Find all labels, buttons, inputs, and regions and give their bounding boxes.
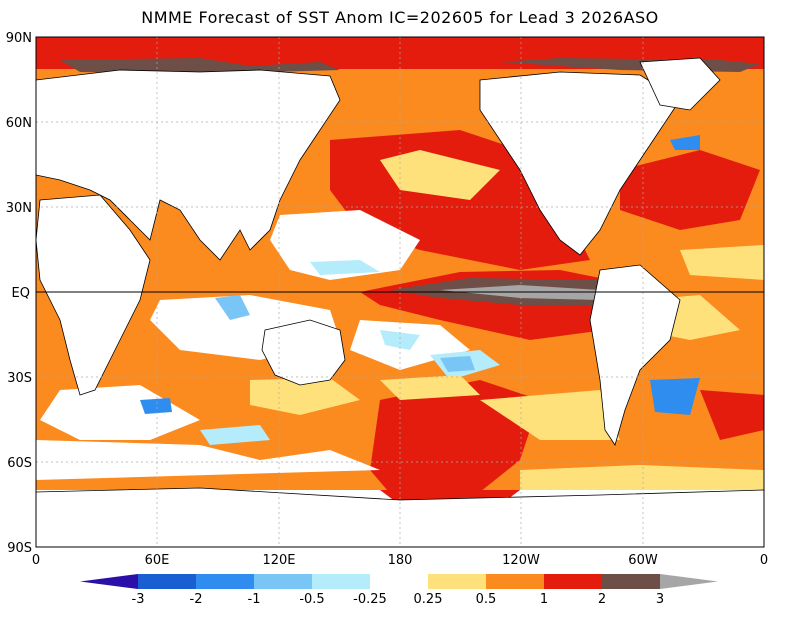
- colorbar-bin: [544, 574, 602, 589]
- colorbar-bin: [254, 574, 312, 589]
- lon-axis: 0 60E 120E 180 120W 60W 0: [32, 553, 768, 568]
- colorbar: -3 -2 -1 -0.5 -0.25 0.25 0.5 1 2 3: [80, 574, 718, 607]
- map-frame: [35, 36, 765, 548]
- colorbar-bin: [660, 574, 718, 589]
- colorbar-bin: [486, 574, 544, 589]
- colorbar-tick-label: -2: [190, 592, 203, 607]
- colorbar-tick-label: 2: [598, 592, 606, 607]
- lat-axis: 90N 60N 30N EQ 30S 60S 90S: [6, 31, 32, 556]
- colorbar-tick-label: 3: [656, 592, 664, 607]
- colorbar-bin: [370, 574, 428, 589]
- lat-label: 30N: [6, 201, 32, 216]
- lat-label: EQ: [12, 286, 30, 301]
- africa: [36, 194, 151, 396]
- colorbar-tick-label: 0.5: [476, 592, 497, 607]
- colorbar-bin: [138, 574, 196, 589]
- continents: [36, 57, 764, 547]
- south-america: [589, 264, 681, 446]
- colorbar-bin: [312, 574, 370, 589]
- lon-label: 60E: [145, 553, 170, 568]
- colorbar-tick-label: -3: [132, 592, 145, 607]
- lat-label: 60N: [6, 116, 32, 131]
- lat-label: 90S: [7, 541, 32, 556]
- colorbar-tick-label: -0.25: [353, 592, 387, 607]
- greenland: [639, 57, 721, 111]
- lon-label: 120E: [262, 553, 295, 568]
- colorbar-bin: [602, 574, 660, 589]
- satl-cool: [650, 378, 700, 415]
- eurasia: [36, 69, 341, 261]
- lat-label: 90N: [6, 31, 32, 46]
- lon-label: 120W: [502, 553, 540, 568]
- lon-label: 60W: [628, 553, 658, 568]
- colorbar-bin: [80, 574, 138, 589]
- colorbar-tick-label: -0.5: [299, 592, 324, 607]
- colorbar-bin: [196, 574, 254, 589]
- australia: [261, 319, 346, 386]
- colorbar-tick-label: 0.25: [414, 592, 443, 607]
- lon-label: 180: [388, 553, 413, 568]
- lat-label: 30S: [7, 371, 32, 386]
- colorbar-bin: [428, 574, 486, 589]
- lon-label: 0: [32, 553, 40, 568]
- colorbar-tick-label: -1: [248, 592, 261, 607]
- map-title: NMME Forecast of SST Anom IC=202605 for …: [141, 8, 659, 27]
- colorbar-tick-label: 1: [540, 592, 548, 607]
- lat-label: 60S: [7, 456, 32, 471]
- lon-label: 0: [760, 553, 768, 568]
